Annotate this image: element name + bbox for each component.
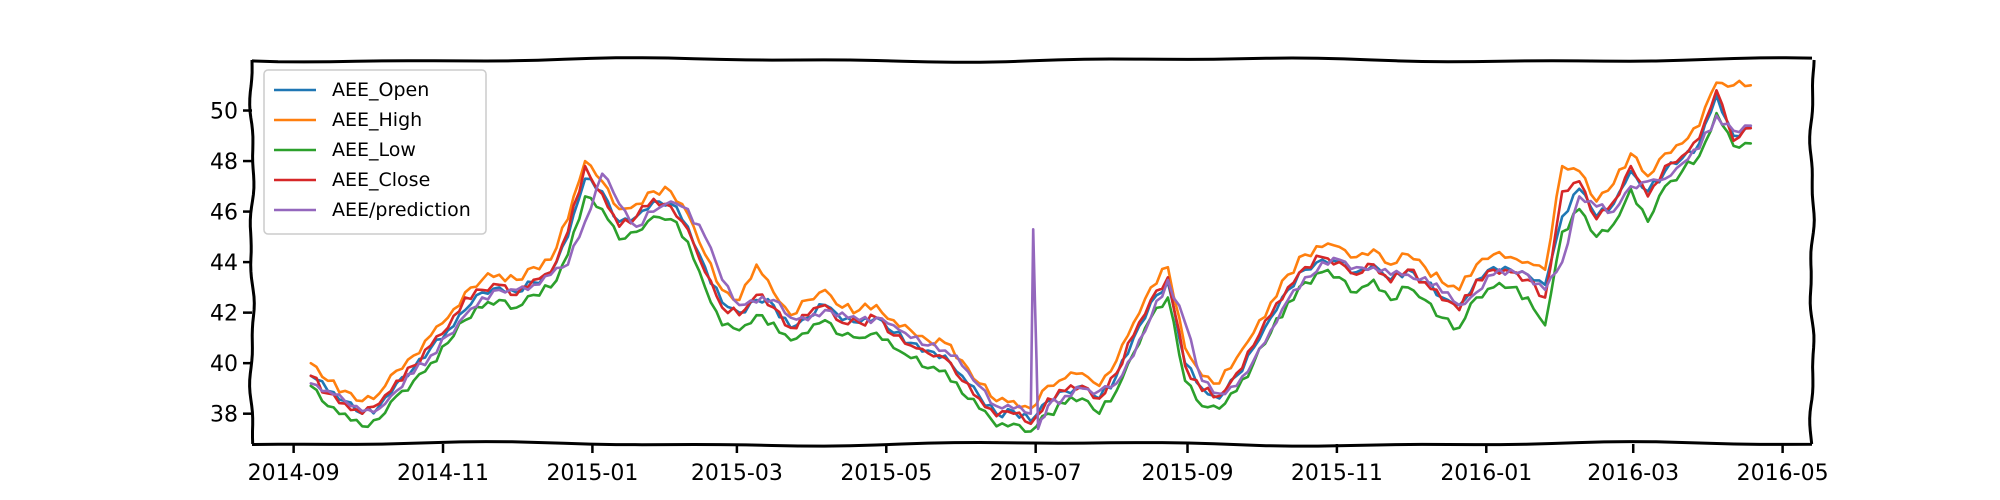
series-line-aee-low	[309, 111, 1753, 433]
axes-frame	[248, 56, 1816, 448]
x-tick-label: 2015-07	[990, 461, 1082, 486]
x-tick-label: 2015-11	[1291, 461, 1383, 486]
y-tick-label: 42	[210, 302, 238, 327]
x-tick-label: 2015-05	[840, 461, 932, 486]
legend-label: AEE/prediction	[332, 199, 471, 221]
series-line-aee-close	[309, 89, 1753, 426]
x-tick-label: 2016-05	[1737, 461, 1829, 486]
tick-layer: 2014-09 2014-11 2015-01 2015-03 2015-05 2015-…	[210, 100, 1829, 486]
legend: AEE_Open AEE_High AEE_Low AEE_Close AEE/pred…	[263, 69, 487, 235]
x-tick-label: 2015-03	[691, 461, 783, 486]
x-tick-label: 2014-11	[397, 461, 489, 486]
legend-label: AEE_High	[332, 109, 422, 131]
legend-label: AEE_Close	[332, 169, 430, 191]
legend-items: AEE_Open AEE_High AEE_Low AEE_Close AEE/pred…	[274, 79, 471, 221]
legend-label: AEE_Open	[332, 79, 429, 101]
y-tick-label: 44	[210, 251, 238, 276]
y-tick-label: 40	[210, 352, 238, 377]
x-tick-label: 2015-09	[1142, 461, 1234, 486]
x-tick-label: 2016-01	[1440, 461, 1532, 486]
x-tick-label: 2016-03	[1587, 461, 1679, 486]
legend-label: AEE_Low	[332, 139, 416, 161]
legend-box	[263, 69, 487, 235]
y-tick-label: 46	[210, 201, 238, 226]
y-tick-label: 48	[210, 150, 238, 175]
x-tick-label: 2015-01	[546, 461, 638, 486]
y-tick-label: 50	[210, 100, 238, 125]
series-layer	[309, 79, 1753, 433]
series-line-aee-prediction	[309, 114, 1753, 431]
y-tick-label: 38	[210, 403, 238, 428]
x-tick-label: 2014-09	[248, 461, 340, 486]
